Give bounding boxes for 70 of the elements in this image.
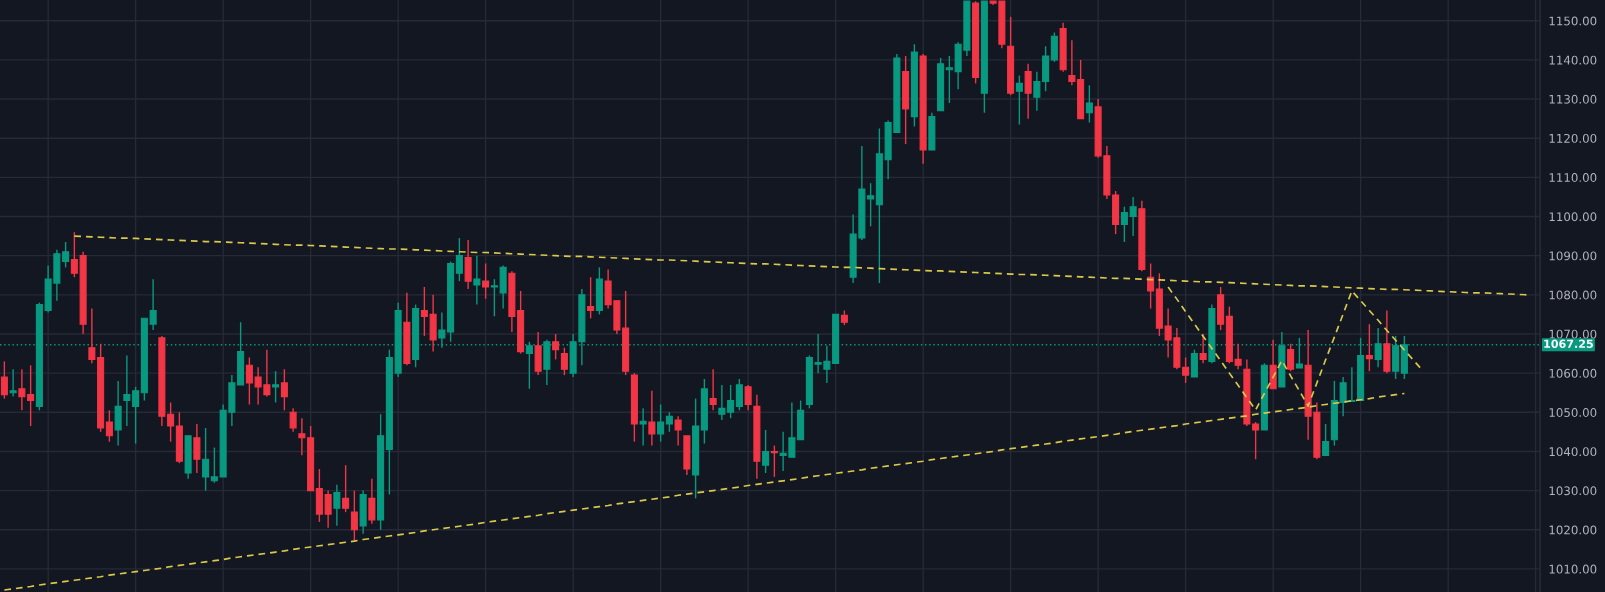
candlestick	[587, 276, 595, 320]
y-tick-label: 1070.00	[1549, 329, 1597, 339]
y-tick-label: 1040.00	[1549, 447, 1597, 457]
candlestick	[709, 368, 717, 412]
candlestick	[272, 370, 280, 404]
candlestick	[105, 409, 113, 443]
candlestick	[1199, 333, 1207, 365]
y-tick-label: 1140.00	[1549, 55, 1597, 65]
candlestick	[1050, 31, 1058, 63]
candlestick	[464, 239, 472, 290]
candlestick	[552, 333, 560, 361]
candlestick	[193, 423, 201, 474]
candlestick	[289, 407, 297, 433]
candlestick	[639, 407, 647, 447]
y-tick-label: 1110.00	[1549, 173, 1597, 183]
candlestick	[1287, 343, 1295, 372]
candlestick	[1269, 339, 1277, 390]
candlestick	[1129, 196, 1137, 237]
ref-line-label: 1067.25	[1544, 339, 1593, 348]
line-series	[73, 235, 1528, 296]
candlestick	[210, 446, 218, 484]
candlestick	[665, 411, 673, 433]
y-tick-label: 1150.00	[1549, 16, 1597, 26]
candlestick	[245, 356, 253, 406]
y-tick-label: 1090.00	[1549, 251, 1597, 261]
y-tick-label: 1050.00	[1549, 408, 1597, 417]
y-tick-label: 1120.00	[1549, 133, 1597, 143]
candlestick	[490, 278, 498, 318]
candlestick	[1085, 84, 1093, 124]
candlestick	[350, 489, 358, 543]
candlestick	[333, 484, 341, 527]
candlestick	[1234, 343, 1242, 370]
candlestick	[473, 254, 481, 306]
y-tick-label: 1130.00	[1549, 94, 1597, 104]
candlestick	[149, 278, 157, 331]
candlestick	[324, 489, 332, 529]
candlestick	[744, 384, 752, 412]
candlestick	[342, 464, 350, 513]
candlestick	[945, 55, 953, 104]
candlestick	[1190, 348, 1198, 378]
y-tick-label: 1020.00	[1549, 525, 1597, 535]
candlestick	[1374, 327, 1382, 368]
candlestick	[1120, 206, 1128, 243]
candlestick	[482, 262, 490, 300]
candlestick	[1147, 262, 1155, 310]
candlestick	[1322, 423, 1330, 457]
candlestick	[674, 415, 682, 447]
candlestick	[202, 427, 210, 492]
candlestick	[1024, 63, 1032, 120]
candlestick	[657, 403, 665, 443]
candlestick	[368, 478, 376, 525]
y-tick-label: 1030.00	[1549, 486, 1597, 496]
y-tick-label: 1100.00	[1549, 212, 1597, 222]
candlestick	[762, 429, 770, 474]
candlestick	[770, 444, 778, 478]
candlestick	[455, 237, 463, 282]
candlestick	[280, 368, 288, 412]
y-tick-label: 1060.00	[1549, 368, 1597, 378]
candlestick	[9, 368, 17, 398]
candlestick	[1015, 74, 1023, 126]
y-tick-label: 1080.00	[1549, 290, 1597, 300]
candlestick	[560, 346, 568, 376]
candlestick	[735, 378, 743, 412]
candlestick	[114, 380, 122, 447]
candlestick	[1365, 323, 1373, 372]
candlestick	[0, 360, 8, 400]
candlestick	[70, 231, 78, 278]
candlestick	[648, 390, 656, 447]
y-tick-label: 1010.00	[1549, 564, 1597, 574]
candlestick	[420, 286, 428, 337]
